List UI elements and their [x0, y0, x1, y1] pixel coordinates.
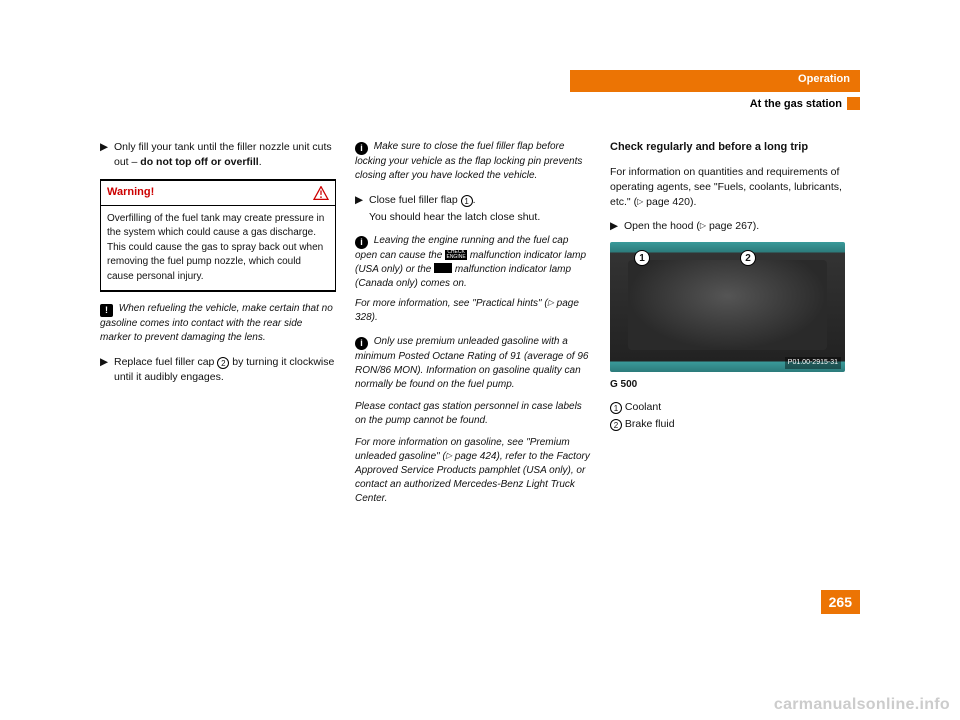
- text: .: [473, 194, 476, 206]
- note-paragraph: For more information on gasoline, see "P…: [355, 436, 591, 506]
- note-paragraph: Please contact gas station personnel in …: [355, 400, 591, 428]
- callout-2: 2: [217, 357, 229, 369]
- note-paragraph: i Leaving the engine running and the fue…: [355, 234, 591, 291]
- warning-triangle-icon: [313, 186, 329, 200]
- warning-box: Warning! Overfilling of the fuel tank ma…: [100, 179, 336, 292]
- header-square: [847, 97, 860, 110]
- warning-header: Warning!: [101, 181, 335, 205]
- warning-title: Warning!: [107, 185, 154, 200]
- legend-item: 2 Brake fluid: [610, 417, 850, 432]
- legend-item: 1 Coolant: [610, 400, 850, 415]
- bullet-item: ▶ Only fill your tank until the filler n…: [100, 140, 336, 169]
- callout-2: 2: [610, 419, 622, 431]
- exclamation-icon: !: [100, 304, 113, 317]
- column-2: i Make sure to close the fuel filler fla…: [355, 140, 591, 516]
- note-text: Only use premium unleaded gasoline with …: [355, 336, 588, 390]
- note-paragraph: i Only use premium unleaded gasoline wit…: [355, 335, 591, 392]
- info-icon: i: [355, 236, 368, 249]
- watermark: carmanualsonline.info: [774, 696, 950, 714]
- page-number-tab: 265: [821, 590, 860, 614]
- check-engine-icon: CHECK ENGINE: [445, 250, 467, 260]
- text: Open the hood (: [624, 220, 700, 232]
- engine-icon: [434, 263, 452, 273]
- bullet-text: Open the hood (▷ page 267).: [624, 219, 850, 234]
- bullet-marker: ▶: [355, 193, 369, 208]
- bullet-text: Close fuel filler flap 1.: [369, 193, 591, 208]
- text: page 420).: [643, 196, 696, 208]
- bullet-item: ▶ Open the hood (▷ page 267).: [610, 219, 850, 234]
- text: For more information, see "Practical hin…: [355, 298, 548, 309]
- note-paragraph: i Make sure to close the fuel filler fla…: [355, 140, 591, 183]
- callout-1: 1: [461, 195, 473, 207]
- bullet-item: ▶ Close fuel filler flap 1.: [355, 193, 591, 208]
- bullet-text: Only fill your tank until the filler noz…: [114, 140, 336, 169]
- engine-bay-image: 1 2 P01.00-2915-31: [610, 242, 845, 372]
- bullet-marker: ▶: [100, 140, 114, 169]
- section-heading: Check regularly and before a long trip: [610, 140, 850, 155]
- bullet-marker: ▶: [610, 219, 624, 234]
- note-paragraph: ! When refueling the vehicle, make certa…: [100, 302, 336, 345]
- note-text: When refueling the vehicle, make certain…: [100, 303, 333, 343]
- engine-image-inner: [628, 260, 827, 350]
- text: Replace fuel filler cap: [114, 356, 217, 368]
- text-bold: do not top off or overfill: [140, 156, 258, 168]
- note-paragraph: For more information, see "Practical hin…: [355, 297, 591, 325]
- text: .: [259, 156, 262, 168]
- text: Close fuel filler flap: [369, 194, 461, 206]
- bullet-item: ▶ Replace fuel filler cap 2 by turning i…: [100, 355, 336, 384]
- image-caption: G 500: [610, 378, 850, 392]
- legend-text: Coolant: [625, 401, 661, 413]
- text: page 267).: [706, 220, 759, 232]
- header-title: Operation: [798, 73, 850, 85]
- bullet-marker: ▶: [100, 355, 114, 384]
- column-1: ▶ Only fill your tank until the filler n…: [100, 140, 336, 393]
- note-text: Make sure to close the fuel filler flap …: [355, 141, 582, 181]
- header-subtitle: At the gas station: [750, 98, 842, 110]
- callout-1: 1: [610, 402, 622, 414]
- bullet-continuation: You should hear the latch close shut.: [369, 210, 591, 225]
- bullet-text: Replace fuel filler cap 2 by turning it …: [114, 355, 336, 384]
- paragraph: For information on quantities and requir…: [610, 165, 850, 209]
- info-icon: i: [355, 142, 368, 155]
- image-code: P01.00-2915-31: [785, 357, 841, 369]
- info-icon: i: [355, 337, 368, 350]
- legend-text: Brake fluid: [625, 418, 675, 430]
- warning-body: Overfilling of the fuel tank may create …: [101, 206, 335, 291]
- column-3: Check regularly and before a long trip F…: [610, 140, 850, 434]
- manual-page: Operation At the gas station ▶ Only fill…: [100, 70, 860, 630]
